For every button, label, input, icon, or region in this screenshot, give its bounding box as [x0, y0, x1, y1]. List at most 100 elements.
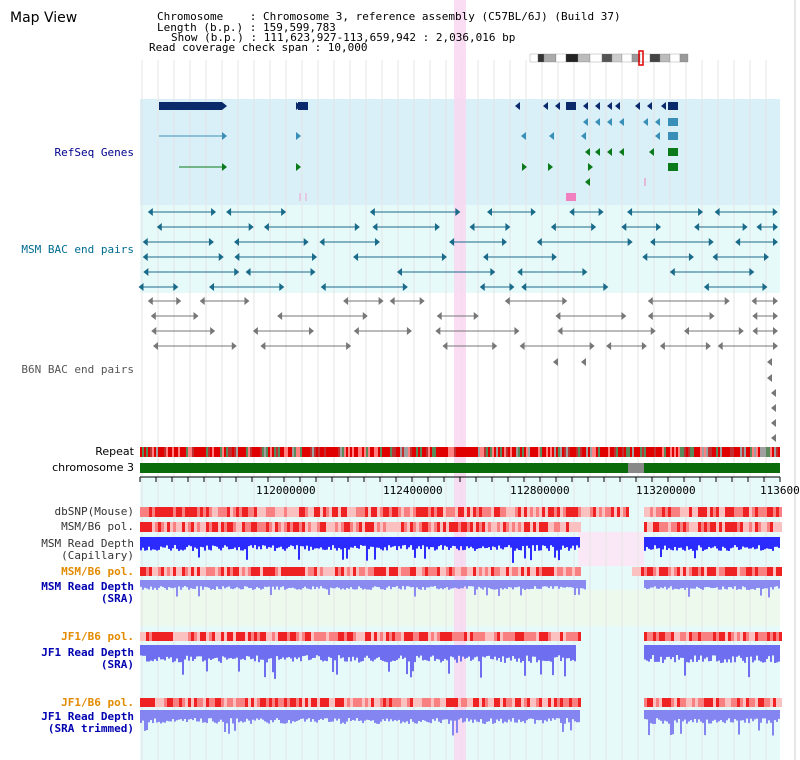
msm-cap-depth: [554, 537, 556, 558]
repeat-mark: [570, 447, 572, 457]
jf1-trim-depth: [340, 710, 342, 724]
msm-pol2-mark: [392, 567, 395, 576]
jf1-trim-depth: [204, 710, 206, 723]
jf1-trim-depth: [564, 710, 566, 724]
feature-arrow: [419, 297, 425, 305]
msm-pol-mark: [431, 522, 434, 532]
msm-pol-mark: [374, 522, 377, 532]
jf1-trim-depth: [416, 710, 418, 724]
msm-cap-depth: [306, 537, 308, 546]
jf1-pol-mark: [254, 632, 257, 641]
jf1-sra-depth: [268, 645, 270, 659]
track-label-msm-pol-1[interactable]: MSM/B6 pol.: [61, 520, 134, 533]
jf1-pol-mark: [449, 632, 452, 641]
msm-sra-depth: [450, 580, 452, 589]
track-label-jf1-pol-1[interactable]: JF1/B6 pol.: [61, 630, 134, 643]
track-label-dbsnp[interactable]: dbSNP(Mouse): [54, 505, 134, 518]
axis-tick-label: 113600: [760, 484, 800, 497]
msm-sra-depth: [424, 580, 426, 590]
jf1-trim-depth: [438, 710, 440, 722]
msm-cap-depth: [160, 537, 162, 547]
dbsnp-mark: [518, 507, 521, 517]
repeat-mark: [592, 447, 594, 457]
msm-cap-depth: [534, 537, 536, 551]
jf1-pol-mark: [362, 632, 365, 641]
msm-sra-depth: [224, 580, 226, 589]
repeat-mark: [194, 447, 196, 457]
msm-pol-mark: [170, 522, 173, 532]
dbsnp-mark: [716, 507, 719, 517]
msm-sra-depth: [710, 580, 712, 588]
jf1-sra-depth: [702, 645, 704, 662]
msm-sra-depth: [724, 580, 726, 589]
feature-arrow: [469, 223, 475, 231]
dbsnp-mark: [719, 507, 722, 517]
msm-sra-depth: [686, 580, 688, 588]
dbsnp-mark: [449, 507, 452, 517]
repeat-mark: [336, 447, 338, 457]
msm-sra-depth: [388, 580, 390, 587]
dbsnp-mark: [608, 507, 611, 517]
track-label-msm-bac[interactable]: MSM BAC end pairs: [21, 243, 134, 256]
repeat-mark: [320, 447, 322, 457]
repeat-mark: [606, 447, 608, 457]
msm-cap-depth: [478, 537, 480, 549]
track-label-b6n-bac[interactable]: B6N BAC end pairs: [21, 363, 134, 376]
msm-sra-depth: [682, 580, 684, 589]
msm-sra-depth: [652, 580, 654, 588]
track-label-jf1-pol-2[interactable]: JF1/B6 pol.: [61, 696, 134, 709]
msm-sra-depth: [284, 580, 286, 590]
msm-sra-depth: [516, 580, 518, 588]
track-label-jf1-depth-sra-1[interactable]: JF1 Read Depth: [41, 646, 134, 659]
jf1-pol2-mark: [446, 698, 449, 707]
feature-arrow: [767, 374, 772, 382]
track-label-msm-depth-cap-1[interactable]: MSM Read Depth: [41, 537, 134, 550]
track-label-refseq[interactable]: RefSeq Genes: [54, 146, 134, 159]
msm-sra-depth: [236, 580, 238, 588]
repeat-mark: [378, 447, 380, 457]
msm-sra-depth: [242, 580, 244, 590]
msm-pol2-mark: [380, 567, 383, 576]
repeat-mark: [696, 447, 698, 457]
jf1-pol2-mark: [254, 698, 257, 707]
jf1-sra-depth: [700, 645, 702, 656]
jf1-sra-depth: [310, 645, 312, 660]
dbsnp-mark: [434, 507, 437, 517]
jf1-pol-mark: [509, 632, 512, 641]
dbsnp-mark: [161, 507, 164, 517]
dbsnp-mark: [551, 507, 554, 517]
jf1-sra-depth: [414, 645, 416, 663]
track-label-repeat[interactable]: Repeat: [95, 445, 134, 458]
track-label-msm-depth-sra-1[interactable]: MSM Read Depth: [41, 580, 134, 593]
msm-pol-mark: [650, 522, 653, 532]
track-label-msm-pol-2[interactable]: MSM/B6 pol.: [61, 565, 134, 578]
jf1-pol-mark: [704, 632, 707, 641]
msm-pol2-mark: [140, 567, 143, 576]
feature-arrow: [773, 238, 778, 246]
feature-arrow: [211, 208, 217, 216]
repeat-mark: [340, 447, 342, 457]
jf1-pol-mark: [488, 632, 491, 641]
jf1-trim-depth: [322, 710, 324, 720]
msm-cap-depth: [168, 537, 170, 549]
msm-pol2-mark: [434, 567, 437, 576]
jf1-sra-depth: [484, 645, 486, 658]
jf1-trim-depth: [668, 710, 670, 724]
repeat-mark: [376, 447, 378, 457]
jf1-pol2-mark: [674, 698, 677, 707]
jf1-trim-depth: [770, 710, 772, 723]
msm-cap-depth: [564, 537, 566, 548]
repeat-mark: [160, 447, 162, 457]
track-label-jf1-depth-trim-1[interactable]: JF1 Read Depth: [41, 710, 134, 723]
feature-arrow: [449, 238, 455, 246]
repeat-mark: [594, 447, 596, 457]
msm-sra-depth: [560, 580, 562, 587]
jf1-sra-depth: [346, 645, 348, 662]
jf1-sra-depth: [478, 645, 480, 662]
dbsnp-mark: [455, 507, 458, 517]
msm-sra-depth: [278, 580, 280, 590]
repeat-mark: [524, 447, 526, 457]
jf1-pol2-mark: [509, 698, 512, 707]
track-label-chromosome[interactable]: chromosome 3: [52, 461, 134, 474]
